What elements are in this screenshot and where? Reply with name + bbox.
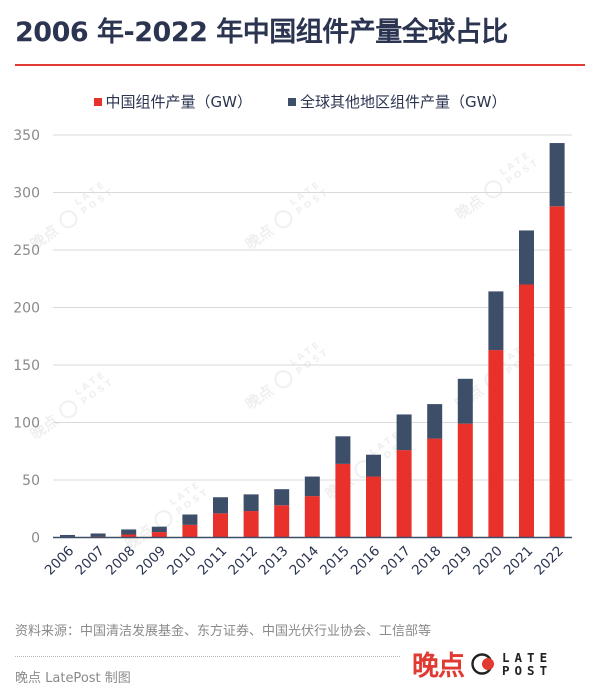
y-axis-ticks: 0 50 100 150 200 250 300 350 — [13, 128, 40, 547]
legend-swatch-china — [93, 97, 102, 106]
bar-rest-of-world-2014 — [304, 476, 320, 497]
bar-china-2011 — [213, 513, 228, 538]
x-tick-label-2011: 2011 — [195, 543, 231, 579]
y-tick-label-350: 350 — [13, 128, 40, 144]
source-note: 资料来源：中国清洁发展基金、东方证券、中国光伏行业协会、工信部等 — [15, 624, 432, 639]
x-tick-label-2013: 2013 — [256, 543, 292, 579]
x-axis-ticks: 2006200720082009201020112012201320142015… — [42, 543, 567, 579]
bar-rest-of-world-2018 — [427, 404, 443, 439]
bar-china-2015 — [335, 463, 351, 538]
bar-china-2019 — [457, 423, 473, 538]
x-tick-label-2016: 2016 — [348, 543, 384, 579]
bar-china-2014 — [304, 496, 320, 538]
bar-rest-of-world-2008 — [121, 529, 137, 535]
x-tick-label-2015: 2015 — [317, 543, 353, 579]
bar-china-2021 — [519, 284, 534, 538]
bar-rest-of-world-2013 — [274, 489, 290, 506]
watermark-text: 晚点 — [242, 221, 277, 253]
y-tick-label-100: 100 — [13, 416, 40, 432]
bar-rest-of-world-2012 — [243, 494, 259, 512]
legend-item-china: 中国组件产量（GW） — [93, 91, 252, 112]
brand-en-line2: POST — [502, 662, 553, 678]
y-tick-label-150: 150 — [13, 358, 40, 374]
watermark-circle-icon — [59, 400, 78, 419]
y-tick-label-0: 0 — [31, 531, 40, 547]
bar-china-2012 — [243, 511, 259, 538]
watermark-circle-icon — [59, 210, 78, 229]
credit-note: 晚点 LatePost 制图 — [15, 671, 131, 686]
legend-label-rest-of-world: 全球其他地区组件产量（GW） — [300, 93, 507, 111]
x-tick-label-2020: 2020 — [470, 543, 506, 579]
x-tick-label-2022: 2022 — [531, 543, 567, 579]
legend-swatch-rest-of-world — [288, 97, 296, 106]
legend-item-rest-of-world: 全球其他地区组件产量（GW） — [288, 91, 506, 112]
x-tick-label-2019: 2019 — [440, 543, 476, 579]
x-tick-label-2018: 2018 — [409, 543, 445, 579]
bar-china-2022 — [549, 206, 565, 538]
x-tick-label-2014: 2014 — [287, 543, 323, 579]
brand-name-cn: 晚点 — [412, 651, 465, 682]
y-tick-label-200: 200 — [13, 301, 40, 317]
latepost-logo: 晚点 LATE POST — [412, 644, 552, 683]
brand-en-line1: LATE — [502, 649, 553, 665]
bars — [53, 143, 572, 539]
bar-rest-of-world-2022 — [549, 143, 565, 207]
watermark-text: 晚点 — [242, 381, 277, 413]
chart-title: 2006 年-2022 年中国组件产量全球占比 — [15, 17, 508, 48]
x-tick-label-2017: 2017 — [378, 543, 414, 579]
latepost-circle-icon — [471, 652, 494, 675]
bar-china-2009 — [151, 532, 167, 538]
legend-label-china: 中国组件产量（GW） — [105, 93, 252, 111]
bar-rest-of-world-2019 — [457, 378, 473, 424]
x-tick-label-2012: 2012 — [225, 543, 261, 579]
bar-rest-of-world-2017 — [396, 414, 412, 451]
bar-rest-of-world-2016 — [366, 454, 381, 477]
watermark-text: 晚点 — [452, 191, 487, 223]
bar-rest-of-world-2007 — [90, 533, 106, 537]
x-tick-label-2007: 2007 — [72, 543, 108, 579]
bar-rest-of-world-2010 — [182, 514, 198, 525]
y-tick-label-50: 50 — [22, 473, 40, 489]
bar-rest-of-world-2009 — [151, 526, 167, 533]
bar-rest-of-world-2015 — [335, 436, 351, 464]
footer-divider — [15, 656, 400, 657]
bar-china-2008 — [121, 534, 137, 538]
bar-china-2010 — [182, 524, 198, 538]
watermark-circle-icon — [274, 370, 293, 389]
y-tick-label-250: 250 — [13, 243, 40, 259]
bar-rest-of-world-2020 — [488, 291, 504, 351]
title-divider — [15, 64, 585, 66]
bar-rest-of-world-2011 — [213, 497, 228, 514]
legend: 中国组件产量（GW） 全球其他地区组件产量（GW） — [0, 91, 600, 112]
brand-name-en: LATE POST — [502, 651, 552, 677]
x-tick-label-2021: 2021 — [501, 543, 537, 579]
bar-china-2016 — [366, 476, 381, 538]
x-tick-label-2010: 2010 — [164, 543, 200, 579]
y-tick-label-300: 300 — [13, 186, 40, 202]
bar-china-2020 — [488, 350, 504, 538]
bar-china-2017 — [396, 450, 412, 538]
x-tick-label-2006: 2006 — [42, 543, 78, 579]
watermark-circle-icon — [274, 210, 293, 229]
bar-china-2013 — [274, 505, 290, 538]
bar-rest-of-world-2021 — [519, 230, 534, 285]
bar-rest-of-world-2006 — [60, 534, 75, 537]
watermark-circle-icon — [154, 510, 173, 529]
bar-china-2018 — [427, 438, 443, 538]
watermark-circle-icon — [484, 180, 503, 199]
